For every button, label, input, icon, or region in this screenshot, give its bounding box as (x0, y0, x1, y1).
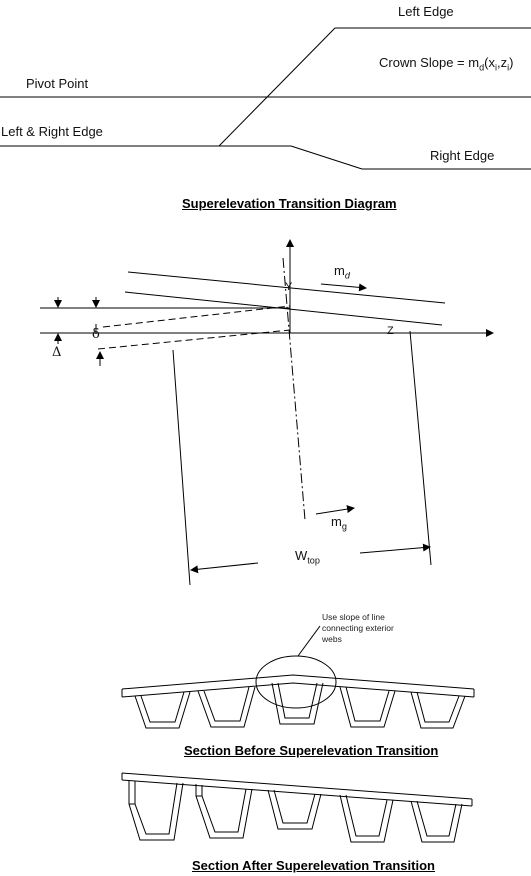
section-after-caption: Section After Superelevation Transition (192, 858, 435, 873)
girder-before-1 (134, 691, 191, 729)
pivot-point-label: Pivot Point (26, 76, 89, 91)
deck-after-top (121, 772, 473, 800)
wtop-sub: top (307, 555, 320, 566)
mg-main: m (331, 514, 342, 529)
section-before (121, 625, 475, 729)
delta-big-label: Δ (52, 345, 62, 360)
wtop-label: Wtop (295, 548, 320, 566)
girder-after-5 (410, 800, 463, 843)
right-edge-ramp (290, 145, 363, 170)
deck-before-top (121, 674, 475, 690)
girder-after-1 (128, 780, 184, 841)
girder-before-4 (339, 686, 396, 728)
right-edge-label: Right Edge (430, 148, 495, 163)
crown-slope-args: (x (484, 55, 495, 70)
left-edge-ramp (218, 27, 336, 147)
crown-slope-sub: d (479, 62, 485, 73)
callout-leader (297, 625, 321, 657)
girder-before-3 (271, 682, 324, 725)
z-axis-label: Z (387, 325, 394, 337)
section-before-caption: Section Before Superelevation Transition (184, 743, 439, 758)
dashed-line-upper (102, 305, 291, 328)
girder-before-2 (197, 686, 256, 728)
deck-after-bottom (121, 779, 473, 807)
y-axis-label: Y (285, 281, 293, 293)
deck-before-bottom (121, 682, 475, 698)
wtop-main: W (295, 548, 308, 563)
crown-slope-prefix: Crown Slope = m (379, 55, 480, 70)
md-label: md (334, 263, 350, 281)
section-centerline (282, 257, 306, 521)
delta-small-label: δ (92, 327, 100, 342)
girder-after-3 (267, 789, 322, 830)
girder-after-4 (339, 794, 394, 843)
mg-sub: g (341, 521, 347, 532)
mg-arrow (315, 505, 355, 515)
geometry-diagram (40, 239, 494, 586)
mg-label: mg (331, 514, 347, 532)
crown-slope-sub-i2: i (507, 62, 510, 73)
right-web-line (409, 330, 432, 566)
md-sub: d (344, 270, 350, 281)
left-right-edge-label: Left & Right Edge (1, 124, 103, 139)
roadway-top-line (127, 271, 446, 304)
note-line-1: Use slope of line (322, 612, 385, 622)
crown-slope-label: Crown Slope = md(xi,zi) (379, 55, 514, 73)
crown-slope-close: ) (509, 55, 514, 70)
note-line-3: webs (322, 634, 342, 644)
section-after (121, 772, 473, 843)
wtop-dimension-line (190, 562, 259, 574)
md-arrow (320, 283, 367, 292)
dashed-line-lower (97, 329, 291, 350)
girder-before-5 (410, 691, 466, 729)
girder-after-2 (195, 784, 253, 839)
left-edge-label: Left Edge (398, 4, 454, 19)
note-line-2: connecting exterior (322, 623, 394, 633)
crown-slope-sub-i1: i (494, 62, 498, 73)
transition-diagram (0, 27, 531, 170)
md-main: m (334, 263, 345, 278)
exterior-webs-note: Use slope of line connecting exterior we… (322, 612, 394, 645)
transition-caption: Superelevation Transition Diagram (182, 196, 397, 211)
wtop-dimension-line-right (359, 543, 431, 554)
exterior-webs-callout-ellipse (255, 655, 337, 709)
left-web-line (172, 349, 191, 586)
crown-slope-comma: ,z (497, 55, 508, 70)
